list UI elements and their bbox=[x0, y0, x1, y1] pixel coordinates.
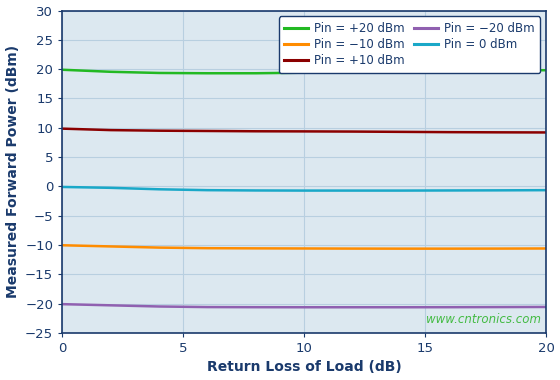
Y-axis label: Measured Forward Power (dBm): Measured Forward Power (dBm) bbox=[6, 45, 20, 298]
Text: www.cntronics.com: www.cntronics.com bbox=[426, 314, 541, 326]
X-axis label: Return Loss of Load (dB): Return Loss of Load (dB) bbox=[207, 361, 402, 374]
Legend: Pin = +20 dBm, Pin = −10 dBm, Pin = +10 dBm, Pin = −20 dBm, Pin = 0 dBm: Pin = +20 dBm, Pin = −10 dBm, Pin = +10 … bbox=[278, 16, 540, 73]
